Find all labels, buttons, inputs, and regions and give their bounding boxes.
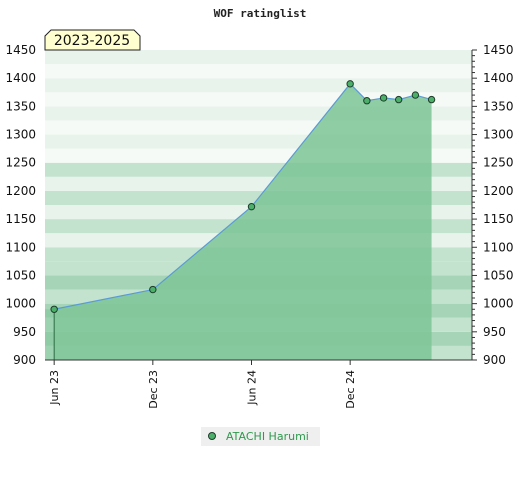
data-point [149,285,157,294]
data-point [363,97,371,105]
y-tick-label-left: 1200 [5,184,36,198]
data-point [394,95,403,104]
area-left-edge [45,309,55,360]
period-label: 2023-2025 [54,33,130,49]
data-point [50,305,58,313]
y-tick-label-right: 1300 [483,128,514,142]
y-tick-label-left: 1050 [5,268,36,282]
background-band [45,50,472,65]
x-tick-label: Dec 24 [344,370,357,409]
y-tick-label-left: 1450 [5,43,36,57]
data-point [411,91,420,99]
y-tick-label-right: 1200 [483,184,514,198]
y-tick-label-right: 1450 [483,43,514,57]
background-band [45,64,472,79]
y-tick-label-right: 900 [483,353,506,367]
y-tick-label-left: 1350 [5,99,36,113]
y-tick-label-right: 1250 [483,156,514,170]
data-point [346,80,354,88]
y-tick-label-left: 950 [13,325,36,339]
period-badge: 2023-2025 [44,29,141,51]
data-points [50,80,436,313]
y-tick-label-left: 1000 [5,297,36,311]
y-tick-label-left: 1250 [5,156,36,170]
y-tick-label-right: 1100 [483,240,514,254]
y-tick-label-left: 1100 [5,240,36,254]
y-tick-label-right: 1000 [483,297,514,311]
background-band [45,78,472,93]
y-tick-label-right: 1400 [483,71,514,85]
chart-title: WOF ratinglist [214,7,307,20]
data-point [379,94,388,102]
x-tick-label: Jun 23 [48,370,61,406]
y-tick-label-right: 1050 [483,268,514,282]
y-tick-label-left: 1400 [5,71,36,85]
y-tick-label-right: 1350 [483,99,514,113]
legend-marker [208,432,216,440]
y-tick-label-left: 1300 [5,128,36,142]
x-tick-label: Jun 24 [245,370,258,406]
legend: ATACHI Harumi [201,427,320,446]
y-tick-label-left: 1150 [5,212,36,226]
legend-series-name: ATACHI Harumi [226,430,309,443]
x-tick-label: Dec 23 [147,370,160,409]
axes: 900 900 950 950 1000 1000 1050 1050 1100 1100 1150… [5,43,513,409]
y-tick-label-right: 950 [483,325,506,339]
data-point [427,95,436,104]
y-tick-label-right: 1150 [483,212,514,226]
data-point [247,202,256,211]
y-tick-label-left: 900 [13,353,36,367]
